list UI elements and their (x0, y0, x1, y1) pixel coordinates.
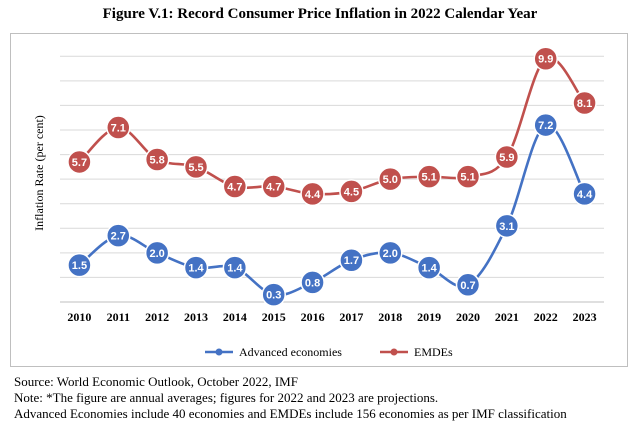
x-tick-label: 2011 (107, 310, 130, 324)
legend-label: EMDEs (414, 345, 453, 359)
data-point (455, 272, 481, 298)
x-tick-label: 2018 (378, 310, 402, 324)
data-label: 1.7 (344, 255, 359, 267)
data-label: 0.3 (266, 290, 281, 302)
projection-note: Note: *The figure are annual averages; f… (14, 390, 439, 405)
series-line-1 (78, 56, 586, 196)
data-point (339, 179, 364, 204)
data-label: 4.4 (305, 189, 321, 201)
x-tick-label: 2022 (534, 310, 558, 324)
data-point (222, 255, 248, 280)
data-label: 5.0 (383, 174, 398, 186)
y-axis-label: Inflation Rate (per cent) (32, 115, 46, 231)
coverage-note: Advanced Economies include 40 economies … (14, 406, 567, 421)
data-label: 4.7 (227, 182, 242, 194)
data-label: 2.0 (149, 248, 164, 260)
x-tick-label: 2016 (301, 310, 325, 324)
data-point (300, 181, 325, 207)
data-label: 8.1 (577, 98, 592, 110)
data-label: 4.4 (577, 189, 593, 201)
data-point (67, 252, 92, 278)
data-point (572, 181, 597, 207)
x-tick-label: 2019 (417, 310, 441, 324)
x-tick-label: 2013 (184, 310, 208, 324)
data-point (183, 154, 209, 180)
legend-swatch-marker (390, 348, 398, 356)
data-point (300, 270, 325, 295)
data-label: 5.7 (72, 157, 87, 169)
data-label: 4.5 (344, 186, 359, 198)
data-point (533, 46, 558, 71)
x-tick-label: 2023 (573, 310, 597, 324)
data-point (378, 166, 403, 192)
data-label: 5.1 (460, 172, 475, 184)
data-point (416, 164, 442, 189)
data-label: 0.8 (305, 277, 320, 289)
data-point (378, 240, 403, 266)
x-tick-label: 2017 (339, 310, 363, 324)
data-point (533, 112, 558, 138)
data-point (261, 174, 286, 199)
chart-title: Figure V.1: Record Consumer Price Inflat… (102, 6, 538, 22)
data-point (572, 90, 597, 116)
data-label: 2.0 (383, 248, 398, 260)
data-label: 1.4 (227, 263, 243, 275)
data-label: 0.7 (460, 280, 475, 292)
x-tick-label: 2020 (456, 310, 480, 324)
data-point (222, 174, 248, 199)
data-label: 9.9 (538, 54, 553, 66)
data-label: 2.7 (111, 231, 126, 243)
data-label: 1.4 (421, 263, 437, 275)
x-tick-label: 2015 (262, 310, 286, 324)
x-tick-label: 2010 (67, 310, 91, 324)
data-point (339, 247, 364, 273)
data-label: 5.5 (188, 162, 203, 174)
data-label: 1.5 (72, 260, 87, 272)
data-point (144, 240, 170, 266)
data-point (494, 144, 520, 170)
source-note: Source: World Economic Outlook, October … (14, 374, 298, 389)
data-point (416, 255, 442, 280)
chart-frame (10, 33, 628, 367)
legend-swatch-marker (215, 348, 223, 356)
data-label: 7.2 (538, 120, 553, 132)
data-label: 5.1 (421, 172, 436, 184)
data-point (144, 147, 170, 172)
data-point (261, 282, 286, 307)
x-tick-label: 2021 (495, 310, 519, 324)
data-point (106, 115, 131, 140)
data-label: 1.4 (188, 263, 204, 275)
x-tick-label: 2012 (145, 310, 169, 324)
data-point (183, 255, 209, 280)
data-label: 5.9 (499, 152, 514, 164)
legend-label: Advanced economies (239, 345, 342, 359)
data-point (106, 223, 131, 248)
data-label: 3.1 (499, 221, 514, 233)
data-label: 5.8 (149, 154, 164, 166)
data-point (455, 164, 481, 189)
x-tick-label: 2014 (223, 310, 247, 324)
data-point (67, 149, 92, 175)
data-label: 7.1 (111, 123, 126, 135)
data-point (494, 213, 520, 239)
data-label: 4.7 (266, 182, 281, 194)
chart-notes: Source: World Economic Outlook, October … (14, 374, 634, 422)
